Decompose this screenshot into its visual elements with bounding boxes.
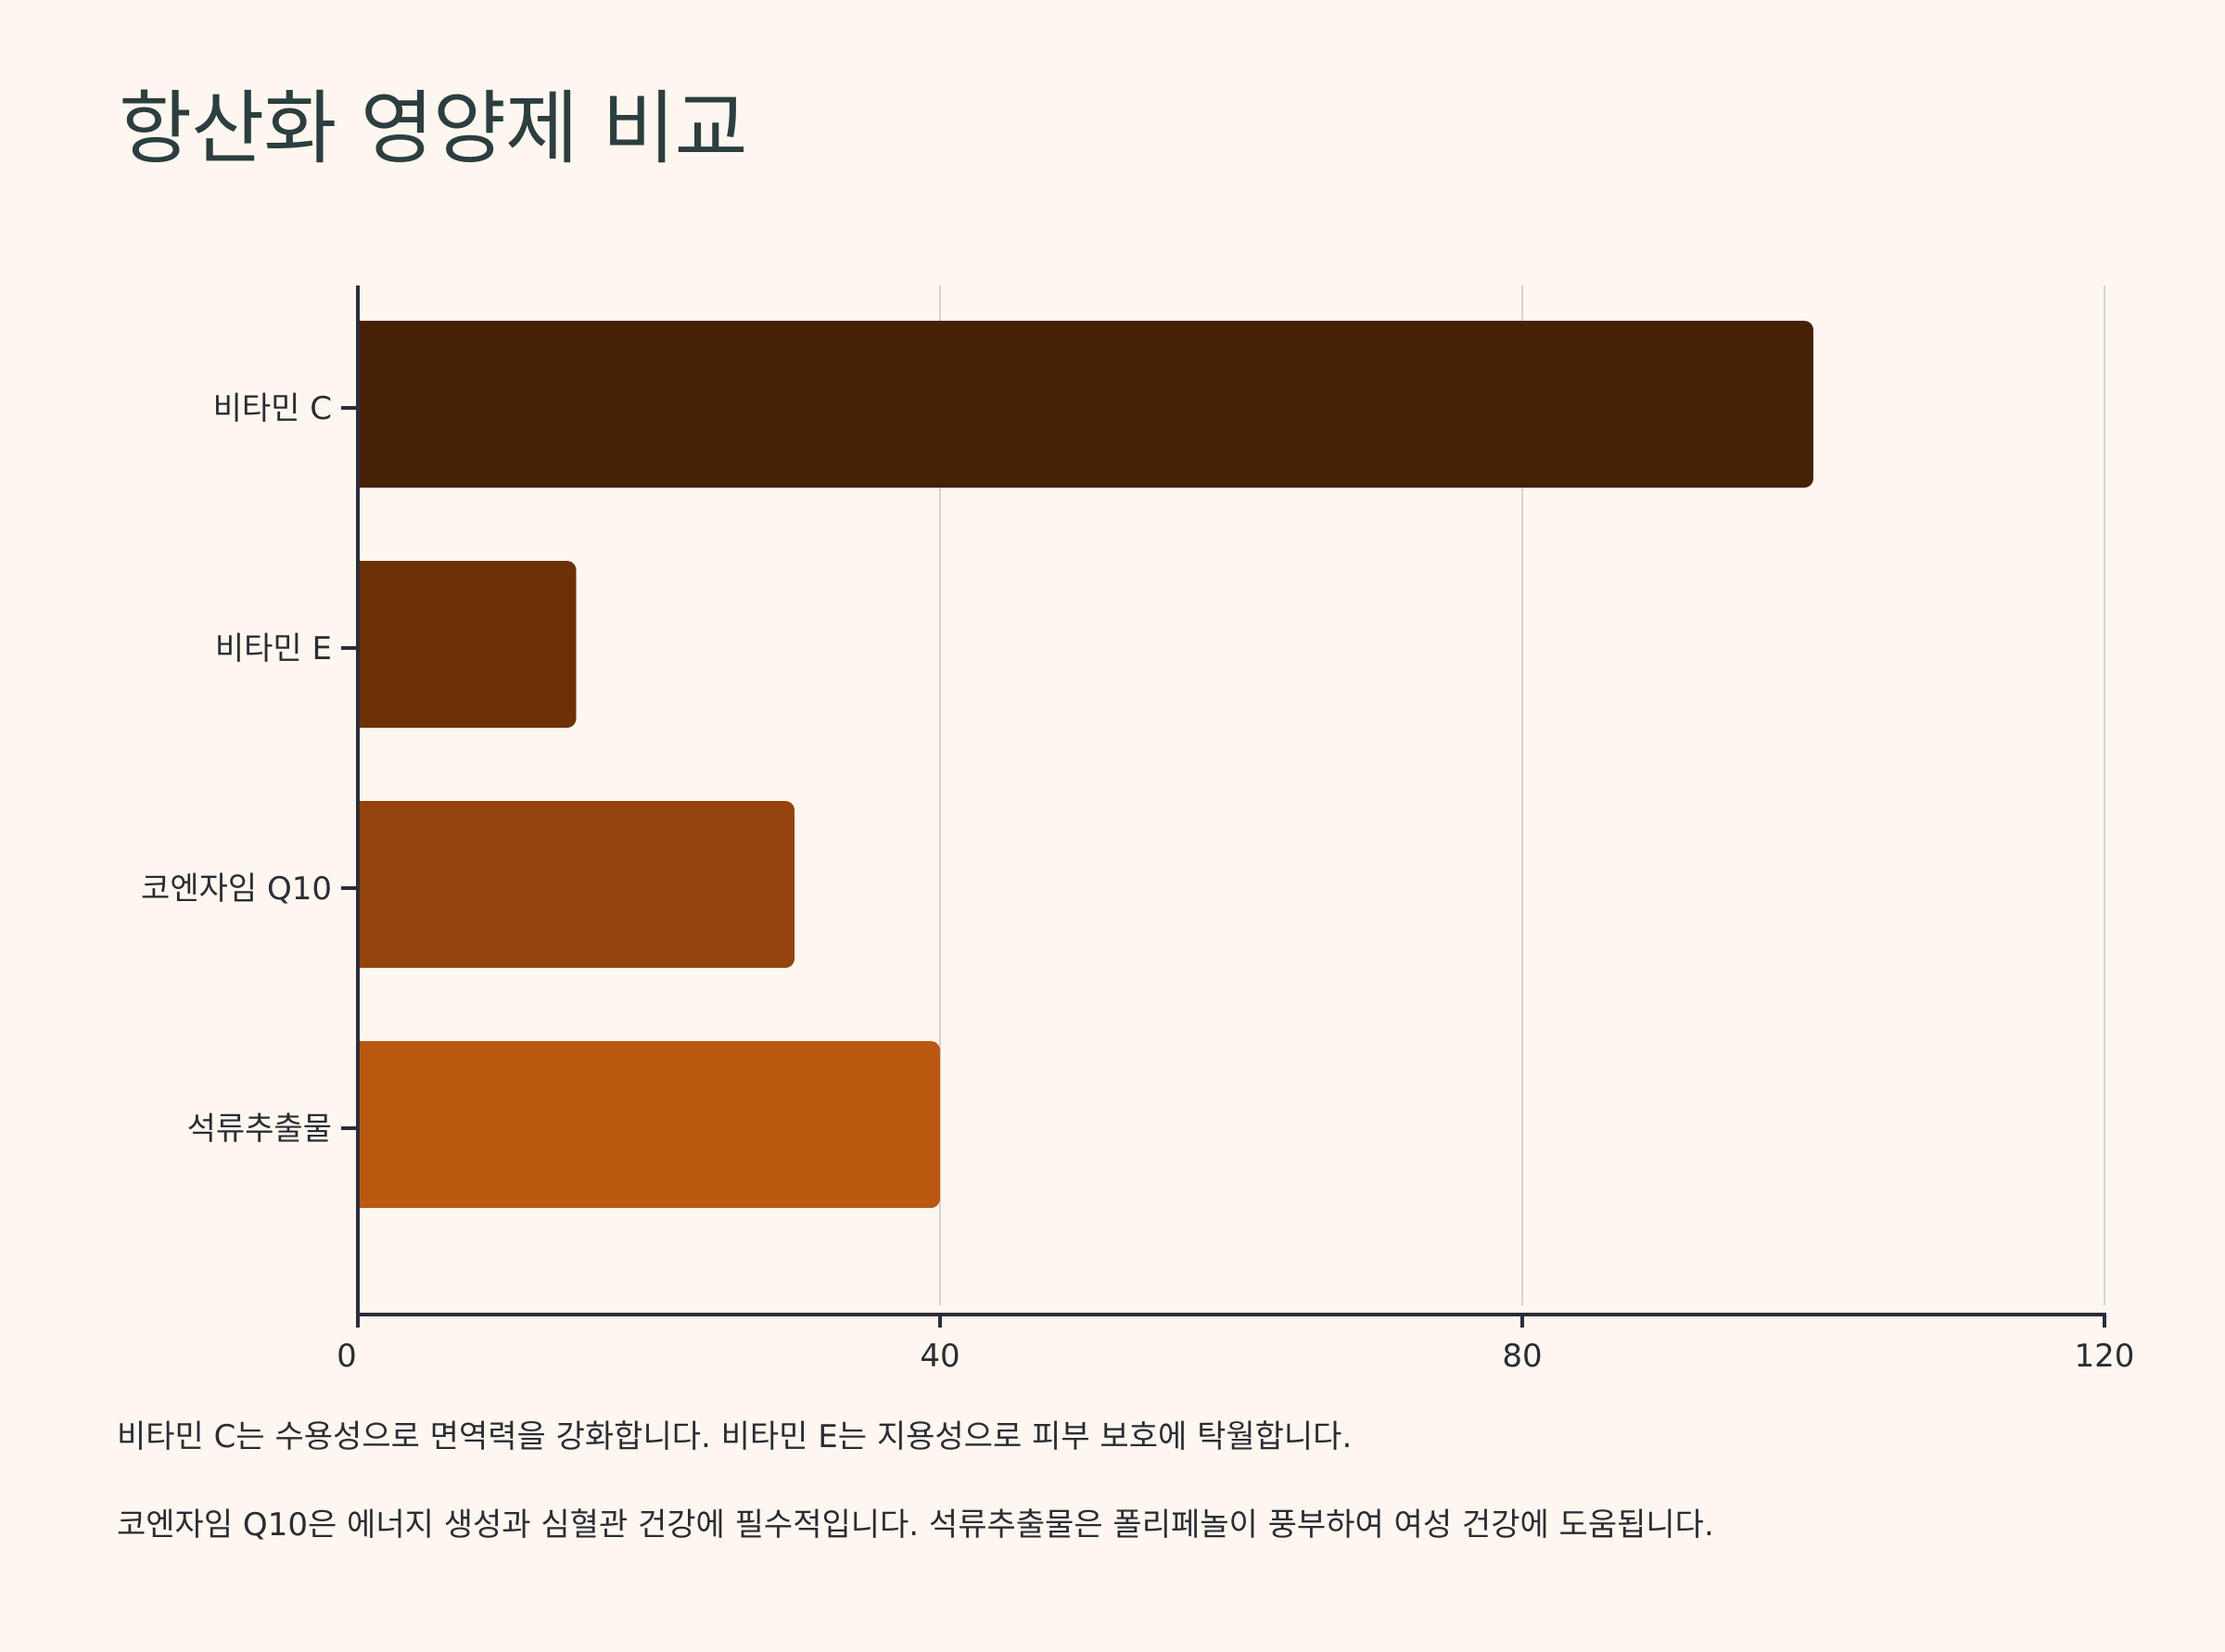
bar-1	[358, 321, 1813, 488]
bar-4	[358, 1041, 940, 1208]
category-label-2: 비타민 E	[215, 630, 332, 667]
bars	[358, 321, 1813, 1208]
x-tick-label-80: 80	[1502, 1338, 1542, 1375]
bar-1-edge	[358, 321, 371, 488]
axes	[341, 286, 2106, 1328]
bar-3-edge	[358, 801, 371, 968]
bar-4-edge	[358, 1041, 371, 1208]
note-2: 코엔자임 Q10은 에너지 생성과 심혈관 건강에 필수적입니다. 석류추출물은…	[117, 1506, 1714, 1544]
category-label-4: 석류추출물	[187, 1111, 332, 1148]
notes: 비타민 C는 수용성으로 면역력을 강화합니다. 비타민 E는 지용성으로 피부…	[117, 1418, 2156, 1595]
category-label-1: 비타민 C	[213, 390, 332, 427]
bar-chart: 0 40 80 120 비타민 C 비타민 E 코엔자임 Q10 석류추출물	[141, 286, 2134, 1375]
x-tick-label-0: 0	[337, 1338, 357, 1375]
x-tick-label-120: 120	[2075, 1338, 2135, 1375]
note-1: 비타민 C는 수용성으로 면역력을 강화합니다. 비타민 E는 지용성으로 피부…	[117, 1418, 1353, 1455]
x-tick-label-40: 40	[920, 1338, 960, 1375]
category-label-3: 코엔자임 Q10	[141, 870, 332, 908]
bar-2-edge	[358, 561, 371, 728]
bar-3	[358, 801, 795, 968]
chart-title: 항산화 영양제 비교	[119, 83, 748, 175]
tick-labels: 0 40 80 120 비타민 C 비타민 E 코엔자임 Q10 석류추출물	[141, 390, 2134, 1375]
bar-2	[358, 561, 577, 728]
